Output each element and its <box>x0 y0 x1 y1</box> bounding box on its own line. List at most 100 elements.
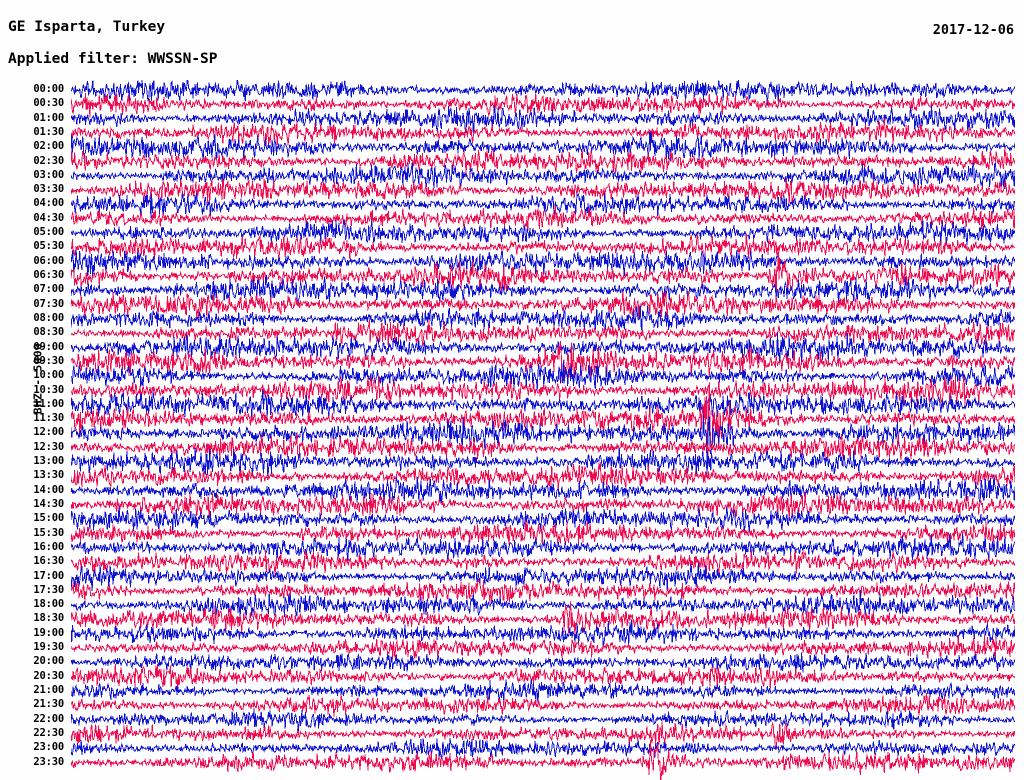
seismogram-trace-row <box>71 331 1015 365</box>
seismogram-trace-row <box>71 341 1015 383</box>
time-tick-label: 11:30 <box>33 412 64 425</box>
seismogram-trace-row <box>71 319 1015 349</box>
seismogram-trace-row <box>71 274 1015 304</box>
time-tick-label: 22:00 <box>33 712 64 725</box>
seismogram-trace-row <box>71 432 1015 462</box>
seismogram-trace-row <box>71 93 1015 118</box>
time-tick-label: 12:00 <box>33 426 64 439</box>
seismogram-trace-row <box>71 589 1015 618</box>
time-tick-label: 21:00 <box>33 684 64 697</box>
time-tick-label: 06:30 <box>33 269 64 282</box>
time-tick-label: 20:00 <box>33 655 64 668</box>
time-tick-label: 15:30 <box>33 526 64 539</box>
time-tick-label: 07:00 <box>33 283 64 296</box>
seismogram-trace-row <box>71 693 1015 717</box>
time-tick-label: 01:00 <box>33 111 64 124</box>
time-tick-label: 13:00 <box>33 455 64 468</box>
time-tick-label: 16:00 <box>33 540 64 553</box>
time-tick-label: 03:30 <box>33 183 64 196</box>
time-tick-label: 08:30 <box>33 326 64 339</box>
date-label: 2017-12-06 <box>932 22 1014 38</box>
time-tick-label: 14:30 <box>33 497 64 510</box>
time-tick-label: 23:00 <box>33 741 64 754</box>
seismogram-trace-row <box>71 251 1015 299</box>
seismogram-trace-row <box>71 492 1015 519</box>
seismogram-trace-row <box>71 474 1015 505</box>
time-tick-label: 16:30 <box>33 555 64 568</box>
seismogram-trace-row <box>71 375 1015 407</box>
time-tick-label: 00:30 <box>33 97 64 110</box>
time-tick-label: 23:30 <box>33 755 64 768</box>
seismogram-trace-row <box>71 388 1015 420</box>
seismogram-trace-row <box>71 248 1015 279</box>
time-tick-label: 14:00 <box>33 483 64 496</box>
seismogram-trace-row <box>71 447 1015 477</box>
time-tick-label: 05:00 <box>33 226 64 239</box>
seismogram-trace-row <box>71 664 1015 689</box>
seismogram-trace-row <box>71 520 1015 545</box>
seismogram-trace-row <box>71 233 1015 260</box>
seismogram-trace-row <box>71 105 1015 134</box>
seismogram-trace-row <box>71 161 1015 189</box>
time-tick-label: 18:00 <box>33 598 64 611</box>
seismogram-trace-row <box>71 148 1015 175</box>
time-tick-label: 06:00 <box>33 254 64 267</box>
seismogram-trace-row <box>71 562 1015 591</box>
seismogram-trace-row <box>71 505 1015 534</box>
page-title: GE Isparta, Turkey <box>8 19 166 35</box>
time-tick-label: 15:00 <box>33 512 64 525</box>
time-tick-label: 02:30 <box>33 154 64 167</box>
seismogram-trace-row <box>71 414 1015 475</box>
seismogram-trace-row <box>71 619 1015 647</box>
seismogram-trace-row <box>71 550 1015 575</box>
time-tick-label: 03:00 <box>33 168 64 181</box>
seismogram-trace-row <box>71 80 1015 106</box>
time-tick-label: 01:30 <box>33 125 64 138</box>
helicorder-plot <box>71 80 1015 780</box>
seismogram-trace-row <box>71 737 1015 759</box>
seismogram-trace-row <box>71 578 1015 604</box>
time-tick-label: 09:30 <box>33 354 64 367</box>
seismogram-trace-row <box>71 652 1015 673</box>
seismogram-trace-row <box>71 205 1015 232</box>
time-tick-label: 13:30 <box>33 469 64 482</box>
time-tick-label: 21:30 <box>33 698 64 711</box>
seismogram-trace-row <box>71 601 1015 637</box>
seismogram-trace-row <box>71 533 1015 563</box>
time-tick-label: 09:00 <box>33 340 64 353</box>
time-tick-label: 19:00 <box>33 626 64 639</box>
time-tick-label: 10:30 <box>33 383 64 396</box>
seismogram-trace-row <box>71 708 1015 731</box>
time-tick-label: 08:00 <box>33 311 64 324</box>
time-tick-label: 17:30 <box>33 583 64 596</box>
time-tick-label: 04:00 <box>33 197 64 210</box>
seismogram-trace-row <box>71 305 1015 333</box>
time-axis: 00:00 00:30 01:00 01:30 02:00 02:30 03:00 03:30… <box>0 0 70 780</box>
time-tick-label: 07:30 <box>33 297 64 310</box>
time-tick-label: 11:00 <box>33 397 64 410</box>
seismogram-trace-row <box>71 679 1015 704</box>
time-tick-label: 18:30 <box>33 612 64 625</box>
time-tick-label: 02:00 <box>33 140 64 153</box>
time-tick-label: 05:30 <box>33 240 64 253</box>
seismogram-trace-row <box>71 131 1015 163</box>
seismogram-trace-row <box>71 721 1015 750</box>
time-tick-label: 00:00 <box>33 83 64 95</box>
time-tick-label: 04:30 <box>33 211 64 224</box>
seismogram-trace-row <box>71 178 1015 205</box>
time-tick-label: 17:00 <box>33 569 64 582</box>
time-tick-label: 22:30 <box>33 726 64 739</box>
time-tick-label: 19:30 <box>33 641 64 654</box>
applied-filter-label: Applied filter: WWSSN-SP <box>8 51 218 67</box>
seismogram-trace-row <box>71 290 1015 320</box>
time-tick-label: 12:30 <box>33 440 64 453</box>
seismogram-trace-row <box>71 635 1015 661</box>
seismogram-trace-row <box>71 382 1015 457</box>
time-tick-label: 10:00 <box>33 369 64 382</box>
seismogram-trace-row <box>71 192 1015 219</box>
seismogram-trace-row <box>71 118 1015 147</box>
seismogram-trace-row <box>71 462 1015 489</box>
seismogram-trace-row <box>71 219 1015 246</box>
seismogram-trace-row <box>71 740 1015 780</box>
